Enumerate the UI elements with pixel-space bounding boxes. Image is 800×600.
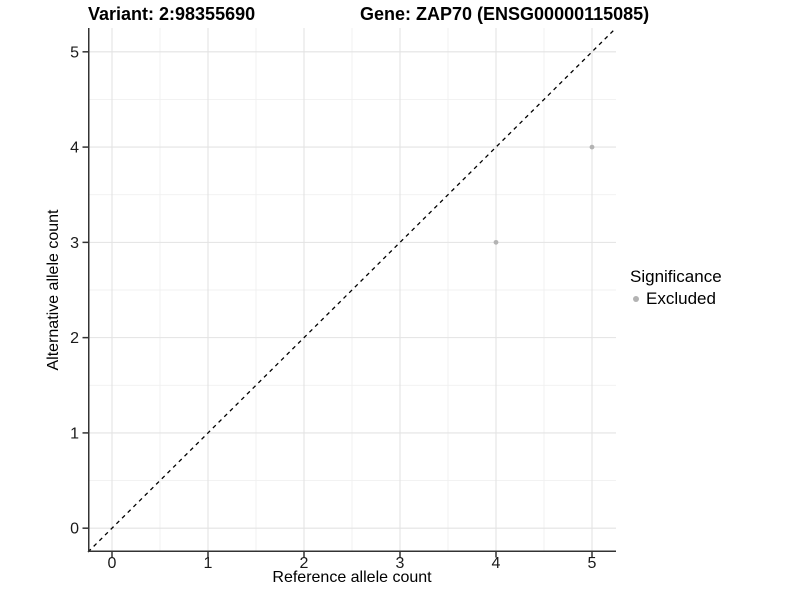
legend: Significance Excluded: [630, 267, 722, 309]
x-tick-label: 1: [204, 555, 213, 572]
legend-title: Significance: [630, 267, 722, 286]
x-tick-label: 0: [108, 555, 117, 572]
y-tick-label: 4: [70, 140, 79, 157]
y-tick-label: 5: [70, 44, 79, 61]
legend-key-dot-icon: [633, 296, 639, 302]
y-tick-label: 0: [70, 521, 79, 538]
plot-area: 0 1 2 3 4 5 0 1 2 3 4 5: [70, 27, 617, 572]
y-axis-title: Alternative allele count: [45, 209, 62, 371]
y-tick-label: 1: [70, 425, 79, 442]
legend-item-excluded: Excluded: [630, 289, 722, 309]
x-axis-title: Reference allele count: [272, 569, 432, 586]
x-tick-label: 3: [396, 555, 405, 572]
variant-title: Variant: 2:98355690: [88, 4, 256, 24]
data-point: [589, 144, 595, 150]
gene-title: Gene: ZAP70 (ENSG00000115085): [360, 4, 650, 24]
x-tick-label: 4: [492, 555, 501, 572]
x-tick-label: 2: [300, 555, 309, 572]
data-point: [493, 239, 499, 245]
x-tick-label: 5: [588, 555, 597, 572]
y-tick-label: 2: [70, 330, 79, 347]
y-tick-label: 3: [70, 235, 79, 252]
legend-item-label: Excluded: [646, 289, 716, 308]
identity-dashed-line: [87, 27, 617, 553]
